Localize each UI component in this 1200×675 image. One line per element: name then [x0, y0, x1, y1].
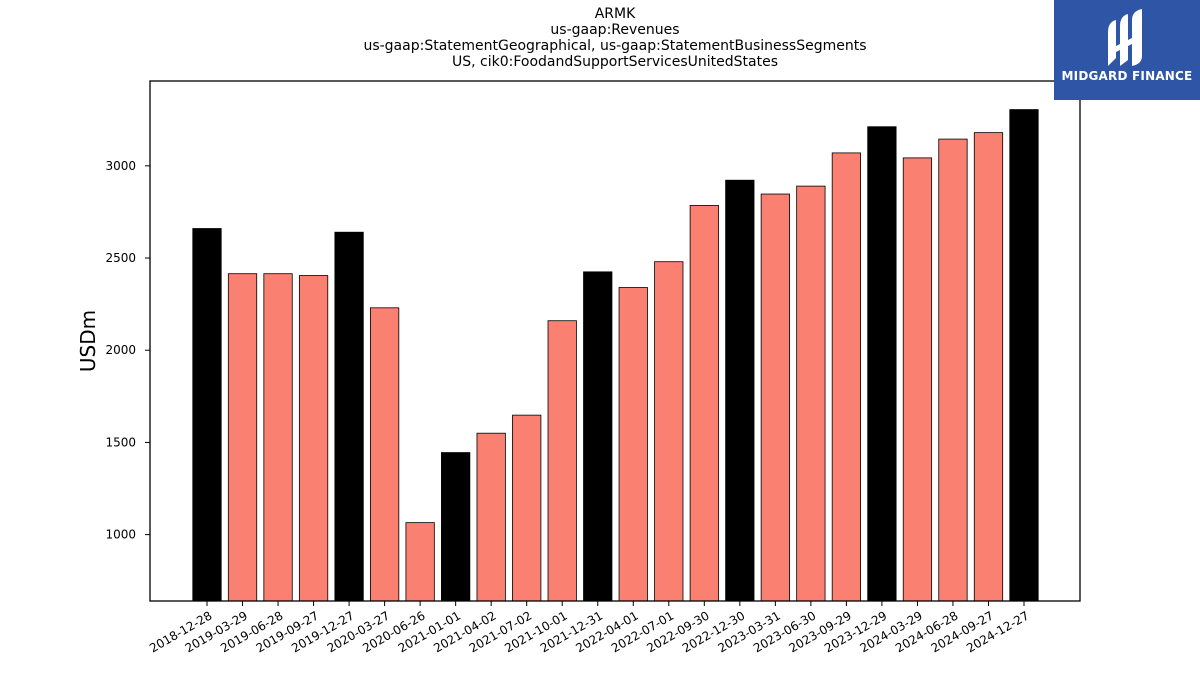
bar — [263, 273, 293, 602]
plot-frame — [149, 80, 1081, 602]
bar — [796, 185, 826, 602]
bar — [441, 452, 471, 602]
bar — [1009, 109, 1039, 602]
bar — [192, 228, 222, 602]
bar — [973, 132, 1004, 602]
x-axis: 2018-12-282019-03-292019-06-282019-09-27… — [147, 601, 1032, 655]
y-tick-label: 1500 — [105, 435, 136, 449]
logo-text: MIDGARD FINANCE — [1061, 69, 1193, 83]
bar — [405, 522, 435, 602]
y-tick-label: 2000 — [105, 343, 136, 357]
bar — [831, 152, 861, 602]
y-axis: 1000 1500 2000 2500 3000 — [105, 159, 150, 542]
bar — [654, 261, 684, 602]
y-tick-label: 1000 — [105, 528, 136, 542]
bar — [227, 273, 258, 602]
bar — [618, 287, 648, 602]
chart-title-line: us-gaap:StatementGeographical, us-gaap:S… — [363, 38, 867, 54]
bar — [547, 320, 577, 602]
bar — [902, 157, 933, 602]
midgard-finance-logo: MIDGARD FINANCE — [1054, 0, 1200, 100]
midgard-logo-icon — [1108, 9, 1142, 66]
bar — [867, 126, 897, 602]
bar — [725, 179, 755, 602]
y-tick-label: 3000 — [105, 159, 136, 173]
bar — [583, 271, 613, 602]
bar — [298, 275, 329, 602]
chart-title-line: US, cik0:FoodandSupportServicesUnitedSta… — [452, 54, 778, 70]
bar — [512, 414, 542, 602]
y-tick-label: 2500 — [105, 251, 136, 265]
chart-title-line: ARMK — [594, 6, 636, 22]
y-axis-label: USDm — [76, 310, 100, 372]
bar — [369, 307, 400, 602]
bar — [334, 231, 364, 602]
chart-title-line: us-gaap:Revenues — [550, 22, 680, 38]
bar — [760, 193, 790, 602]
chart-title: ARMK us-gaap:Revenues us-gaap:StatementG… — [150, 6, 1080, 70]
bar — [476, 432, 506, 602]
bar — [938, 138, 968, 602]
bar — [689, 205, 719, 602]
bar-group — [192, 109, 1039, 602]
